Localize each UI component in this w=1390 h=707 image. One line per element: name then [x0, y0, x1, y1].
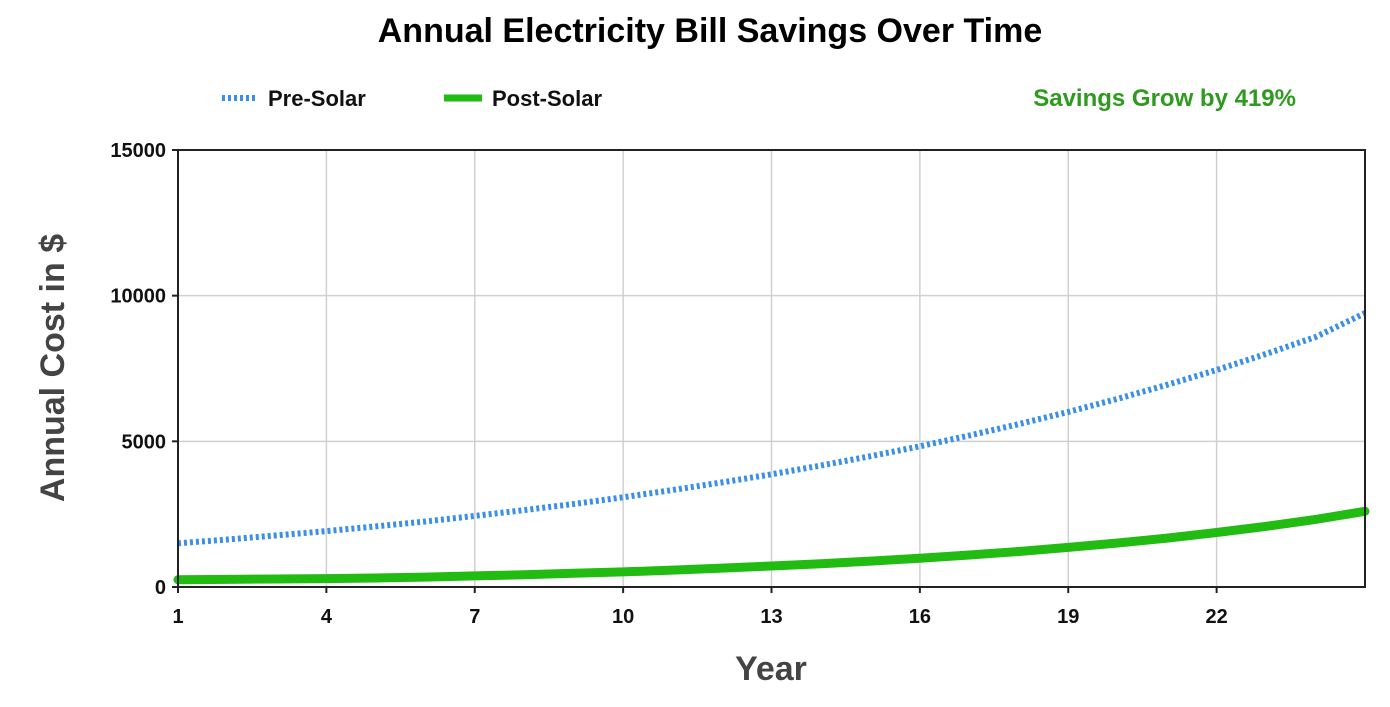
y-tick-label-5000: 5000 [122, 431, 167, 453]
y-tick-label-0: 0 [155, 577, 166, 599]
x-tick-label-13: 13 [760, 606, 782, 628]
x-axis-label: Year [735, 650, 807, 688]
x-tick-label-16: 16 [909, 606, 931, 628]
y-axis-label: Annual Cost in $ [34, 234, 72, 502]
axis-ticks: 1 4 7 10 13 16 19 22 0 5000 10000 15000 [110, 140, 1227, 628]
x-tick-label-22: 22 [1206, 606, 1228, 628]
series-line-pre-solar [177, 310, 1367, 547]
y-tick-label-10000: 10000 [110, 286, 166, 308]
x-tick-label-7: 7 [469, 606, 480, 628]
x-tick-label-1: 1 [172, 606, 183, 628]
chart-title: Annual Electricity Bill Savings Over Tim… [378, 12, 1043, 50]
x-tick-label-19: 19 [1057, 606, 1079, 628]
x-tick-label-10: 10 [612, 606, 634, 628]
series-line-post-solar [173, 506, 1370, 585]
legend-label-pre-solar: Pre-Solar [268, 86, 366, 111]
legend-label-post-solar: Post-Solar [492, 86, 602, 111]
legend: Pre-Solar Post-Solar [222, 86, 602, 111]
savings-annotation: Savings Grow by 419% [1033, 85, 1296, 112]
series-lines [173, 310, 1370, 585]
y-tick-label-15000: 15000 [110, 140, 166, 162]
x-tick-label-4: 4 [321, 606, 333, 628]
grid [177, 150, 1365, 587]
